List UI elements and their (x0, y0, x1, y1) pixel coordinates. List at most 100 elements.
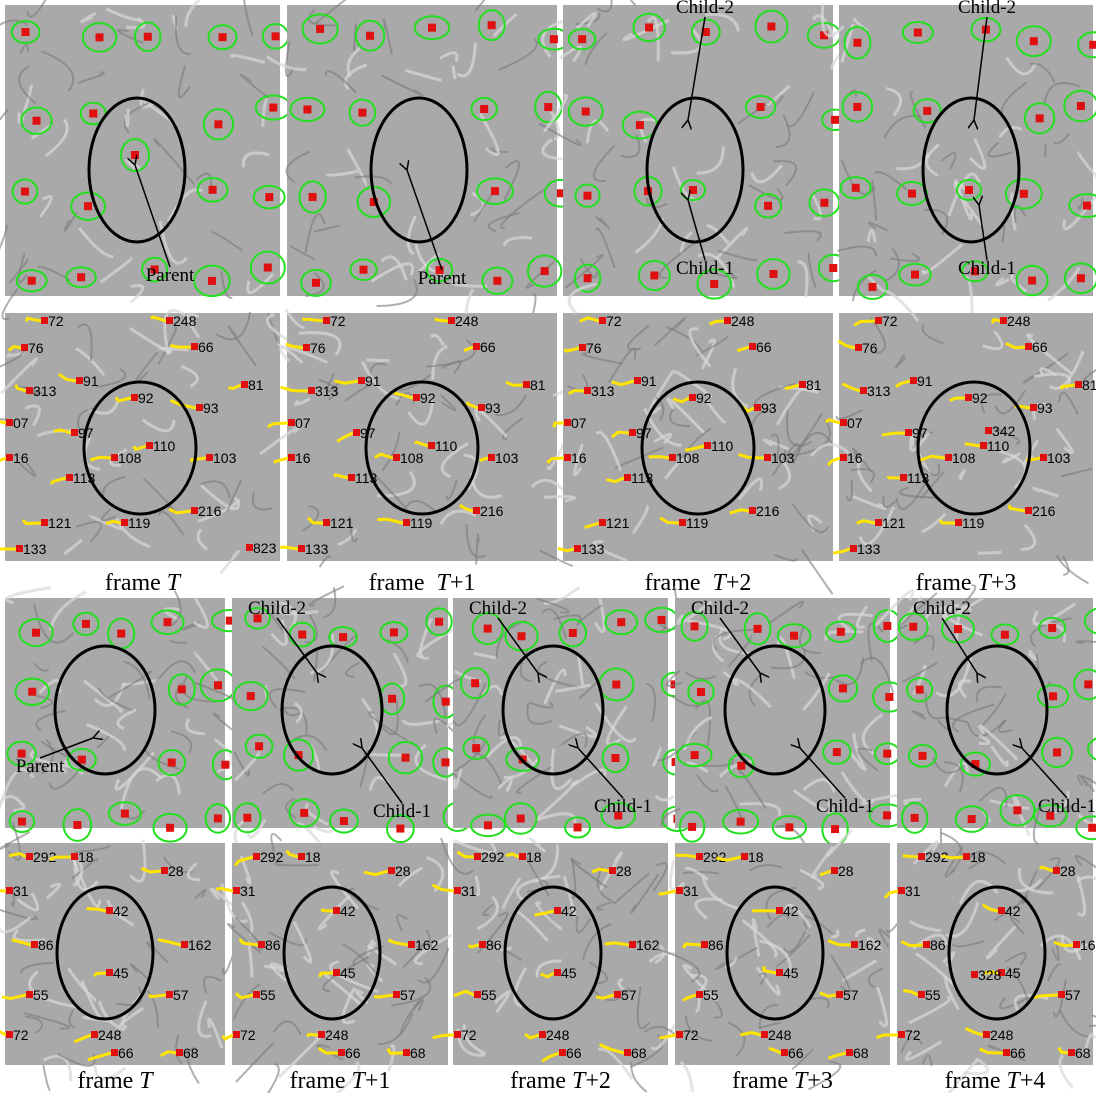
track-id: 07 (847, 415, 863, 431)
track-id: 162 (1080, 937, 1096, 953)
track-point (333, 907, 340, 914)
segmentation-panel: Child-2Child-1 (195, 586, 472, 856)
track-point (624, 474, 631, 481)
track-point (965, 394, 972, 401)
cell-shadow (631, 1063, 647, 1092)
track-id: 57 (1065, 987, 1081, 1003)
track-point (860, 387, 867, 394)
track-point (998, 907, 1005, 914)
segmentation-panel: Child-2Child-1 (658, 598, 906, 856)
track-point (676, 887, 683, 894)
cell-centroid (360, 266, 368, 274)
track-id: 103 (213, 450, 237, 466)
track-id: 162 (636, 937, 660, 953)
track-point (1025, 343, 1032, 350)
track-point (1000, 317, 1007, 324)
caption-text: frame (645, 570, 713, 596)
track-point (303, 344, 310, 351)
track-id: 42 (340, 903, 356, 919)
caption-text: frame (105, 570, 167, 596)
track-point (875, 519, 882, 526)
track-point (6, 454, 13, 461)
track-point (474, 991, 481, 998)
segmentation-panel: Parent (0, 0, 291, 303)
track-id: 42 (113, 903, 129, 919)
cell-centroid (1053, 748, 1061, 756)
track-id: 92 (972, 390, 988, 406)
track-point (741, 853, 748, 860)
track-id: 45 (783, 965, 799, 981)
annotation-label: Child-1 (676, 258, 734, 279)
cell-centroid (737, 818, 745, 826)
track-id: 91 (641, 373, 657, 389)
track-point (353, 429, 360, 436)
track-point (76, 377, 83, 384)
annotation-label: Child-1 (816, 796, 874, 817)
track-id: 72 (606, 313, 622, 329)
track-id: 91 (917, 373, 933, 389)
cell-centroid (909, 623, 917, 631)
cell-centroid (617, 618, 625, 626)
cell-centroid (691, 622, 699, 630)
cell-centroid (710, 280, 718, 288)
track-point (900, 474, 907, 481)
track-point (146, 442, 153, 449)
cell-centroid (269, 104, 277, 112)
cell-centroid (131, 151, 139, 159)
track-point (246, 544, 253, 551)
track-id: 72 (240, 1027, 256, 1043)
cell-centroid (737, 762, 745, 770)
cell-centroid (442, 698, 450, 706)
track-point (905, 429, 912, 436)
track-point (776, 969, 783, 976)
frame-caption: frame T+1 (369, 570, 476, 596)
caption-suffix: +3 (991, 570, 1017, 596)
track-point (764, 454, 771, 461)
cell-centroid (300, 809, 308, 817)
track-id: 292 (260, 849, 284, 865)
track-point (191, 507, 198, 514)
cell-centroid (358, 109, 366, 117)
annotation-label: Child-1 (958, 258, 1016, 279)
track-id: 292 (703, 849, 727, 865)
track-id: 76 (862, 340, 878, 356)
cell-centroid (312, 279, 320, 287)
track-point (799, 381, 806, 388)
track-point (253, 991, 260, 998)
track-point (413, 394, 420, 401)
track-id: 28 (1060, 863, 1076, 879)
track-id: 121 (330, 515, 354, 531)
tracking-panel: 7224876663139181929397110108103161130712… (544, 284, 833, 594)
track-id: 86 (38, 937, 54, 953)
caption-variable: T (139, 1068, 154, 1093)
track-id: 28 (168, 863, 184, 879)
cell-boundary (978, 552, 1001, 553)
track-point (724, 317, 731, 324)
cell-centroid (911, 814, 919, 822)
microscopy-background (839, 5, 1093, 296)
cell-centroid (688, 823, 696, 831)
cell-centroid (767, 23, 775, 31)
track-point (574, 545, 581, 552)
track-id: 55 (481, 987, 497, 1003)
track-id: 72 (48, 313, 64, 329)
track-point (564, 454, 571, 461)
track-point (704, 442, 711, 449)
frame-caption: frame T+3 (916, 570, 1017, 596)
track-id: 07 (571, 415, 587, 431)
track-point (629, 429, 636, 436)
track-point (6, 1031, 13, 1038)
cell-centroid (833, 748, 841, 756)
cell-centroid (366, 32, 374, 40)
track-id: 68 (410, 1045, 426, 1061)
track-point (831, 867, 838, 874)
track-point (478, 404, 485, 411)
track-point (1075, 381, 1082, 388)
track-id: 72 (905, 1027, 921, 1043)
track-point (749, 507, 756, 514)
cell-centroid (908, 190, 916, 198)
track-point (846, 1049, 853, 1056)
cell-centroid (491, 187, 499, 195)
cell-centroid (493, 277, 501, 285)
cell-centroid (869, 283, 877, 291)
